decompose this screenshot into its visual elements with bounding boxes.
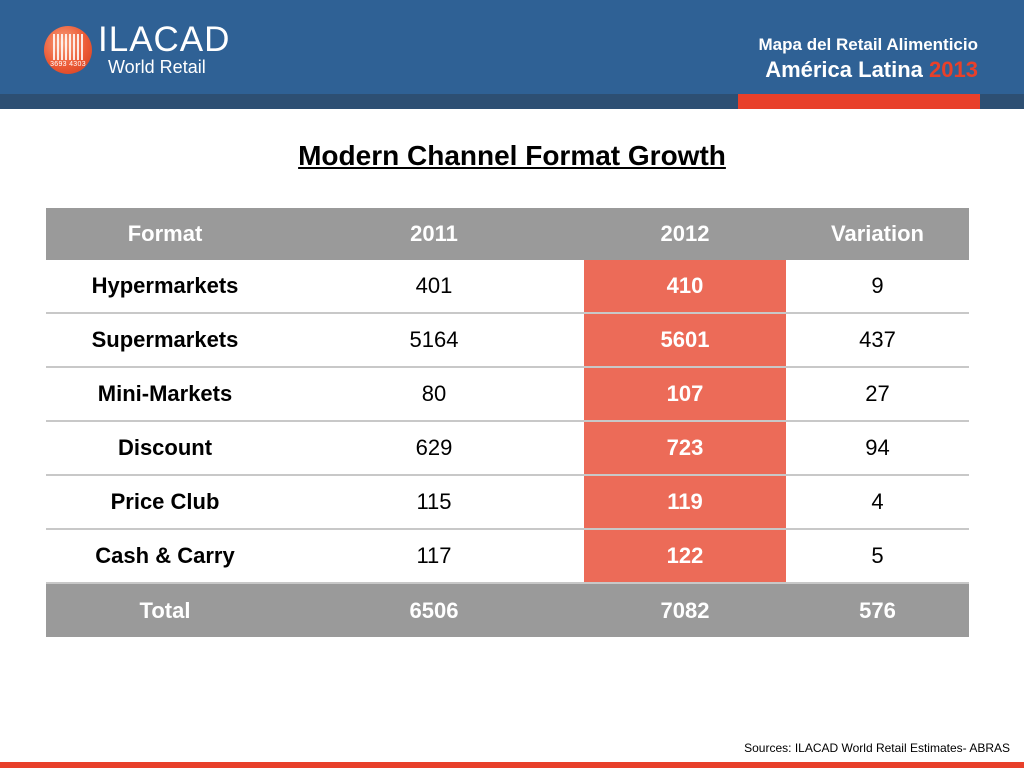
value-2011-cell: 401 xyxy=(284,260,584,314)
value-2012-cell: 5601 xyxy=(584,313,786,368)
value-2011-cell: 117 xyxy=(284,529,584,584)
value-2012-cell: 723 xyxy=(584,421,786,476)
column-header-variation: Variation xyxy=(786,208,969,260)
total-2011: 6506 xyxy=(284,583,584,637)
total-label: Total xyxy=(46,583,284,637)
header-subtitle-line1: Mapa del Retail Alimenticio xyxy=(758,35,978,54)
logo-wordmark: ILACAD xyxy=(98,20,231,59)
footer-accent-line xyxy=(0,762,1024,768)
column-header-2011: 2011 xyxy=(284,208,584,260)
value-2012-cell: 122 xyxy=(584,529,786,584)
table-row: Mini-Markets 80 107 27 xyxy=(46,367,969,422)
variation-cell: 5 xyxy=(786,529,969,584)
format-cell: Cash & Carry xyxy=(46,529,284,584)
header-right-titles: Mapa del Retail Alimenticio América Lati… xyxy=(759,34,978,84)
format-cell: Mini-Markets xyxy=(46,367,284,422)
total-2012: 7082 xyxy=(584,583,786,637)
variation-cell: 27 xyxy=(786,367,969,422)
table-row: Cash & Carry 117 122 5 xyxy=(46,529,969,584)
barcode-icon xyxy=(53,34,83,60)
source-note: Sources: ILACAD World Retail Estimates- … xyxy=(744,741,1010,755)
value-2011-cell: 115 xyxy=(284,475,584,530)
header-banner: 3693 4303 ILACAD World Retail Mapa del R… xyxy=(0,0,1024,94)
header-subtitle-line2: América Latina 2013 xyxy=(759,56,978,84)
value-2012-cell: 119 xyxy=(584,475,786,530)
logo-badge-numbers: 3693 4303 xyxy=(50,61,86,68)
column-header-format: Format xyxy=(46,208,284,260)
total-row: Total 6506 7082 576 xyxy=(46,583,969,637)
format-cell: Price Club xyxy=(46,475,284,530)
table-row: Price Club 115 119 4 xyxy=(46,475,969,530)
total-variation: 576 xyxy=(786,583,969,637)
logo-subtitle: World Retail xyxy=(108,57,206,77)
variation-cell: 4 xyxy=(786,475,969,530)
value-2011-cell: 80 xyxy=(284,367,584,422)
variation-cell: 437 xyxy=(786,313,969,368)
table-row: Discount 629 723 94 xyxy=(46,421,969,476)
header-year: 2013 xyxy=(929,57,978,82)
value-2011-cell: 629 xyxy=(284,421,584,476)
value-2012-cell: 107 xyxy=(584,367,786,422)
header-region: América Latina xyxy=(765,57,923,82)
table-header-row: Format 2011 2012 Variation xyxy=(46,208,969,260)
table-row: Supermarkets 5164 5601 437 xyxy=(46,313,969,368)
variation-cell: 9 xyxy=(786,260,969,314)
format-growth-table: Format 2011 2012 Variation Hypermarkets … xyxy=(46,208,969,637)
format-cell: Hypermarkets xyxy=(46,260,284,314)
value-2012-cell: 410 xyxy=(584,260,786,314)
ilacad-logo-icon: 3693 4303 xyxy=(44,26,92,74)
table-row: Hypermarkets 401 410 9 xyxy=(46,260,969,314)
format-cell: Supermarkets xyxy=(46,313,284,368)
header-accent-bar xyxy=(738,94,980,109)
value-2011-cell: 5164 xyxy=(284,313,584,368)
column-header-2012: 2012 xyxy=(584,208,786,260)
format-cell: Discount xyxy=(46,421,284,476)
variation-cell: 94 xyxy=(786,421,969,476)
page-title: Modern Channel Format Growth xyxy=(298,140,726,171)
